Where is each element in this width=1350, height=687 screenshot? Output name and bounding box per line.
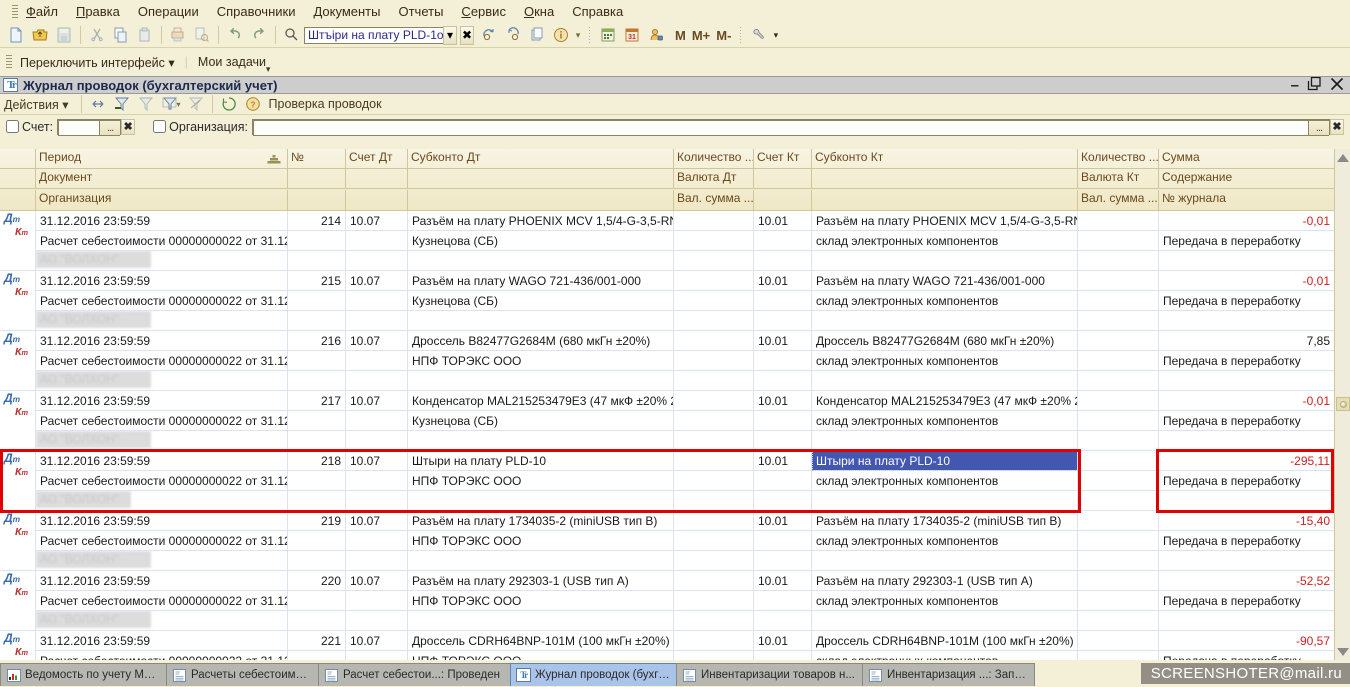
- svg-text:31: 31: [628, 34, 636, 41]
- svg-text:?: ?: [250, 101, 255, 110]
